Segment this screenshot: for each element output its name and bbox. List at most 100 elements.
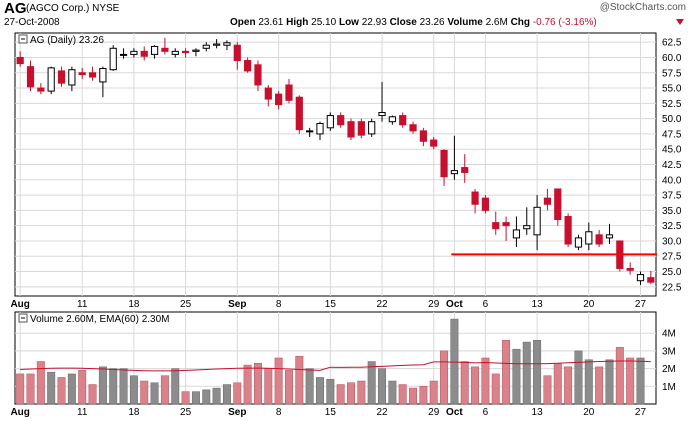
candlestick — [326, 112, 334, 131]
candle-body — [109, 47, 117, 71]
date-tick-label: 22 — [376, 299, 388, 310]
copyright-link[interactable]: @StockCharts.com — [599, 2, 686, 13]
candlestick — [16, 51, 24, 67]
volume-bar — [305, 368, 314, 405]
price-tick-label: 60.0 — [662, 53, 682, 64]
candle-body — [388, 116, 396, 123]
volume-bar — [347, 382, 355, 405]
candle-body — [202, 44, 210, 49]
candle-body — [99, 67, 107, 83]
candlestick — [574, 234, 583, 251]
price-tick-label: 27.5 — [662, 252, 682, 263]
volume-bar — [285, 370, 293, 405]
volume-bar — [605, 359, 614, 405]
price-tick-label: 45.0 — [662, 145, 682, 156]
volume-bar — [316, 377, 324, 405]
candle-body — [192, 49, 200, 52]
candle-body — [326, 115, 334, 129]
date-tick-label: 27 — [635, 407, 647, 418]
candle-body — [419, 130, 427, 142]
date-tick-label: 20 — [583, 407, 595, 418]
candlestick — [119, 48, 128, 59]
volume-bar — [471, 366, 480, 405]
candlestick — [337, 112, 345, 128]
candle-body — [264, 87, 272, 100]
candlestick — [181, 48, 190, 58]
candle-body — [171, 50, 179, 55]
volume-bar — [129, 375, 138, 405]
volume-bar — [222, 384, 231, 405]
candlestick — [306, 127, 314, 137]
volume-bar — [36, 361, 45, 405]
candlestick — [430, 136, 438, 150]
candlestick — [37, 83, 45, 95]
candlestick — [605, 223, 614, 245]
candlestick — [399, 112, 407, 128]
date-tick-label: 25 — [180, 299, 192, 310]
candle-body — [88, 72, 97, 78]
price-tick-label: 52.5 — [662, 99, 682, 110]
candle-body — [140, 50, 148, 57]
date-tick-label: Aug — [10, 299, 29, 310]
candle-body — [254, 64, 262, 86]
candlestick — [68, 66, 76, 92]
candle-body — [450, 170, 458, 175]
volume-bar — [636, 357, 645, 405]
low-value: 22.93 — [361, 17, 387, 28]
candle-body — [295, 96, 303, 131]
open-label: Open — [230, 17, 256, 28]
volume-bar — [109, 368, 118, 405]
volume-bar — [67, 373, 76, 405]
candle-body — [161, 47, 169, 52]
candlestick — [88, 66, 97, 81]
candlestick — [171, 48, 179, 58]
volume-bar — [171, 368, 180, 405]
candle-body — [574, 237, 583, 248]
volume-bar — [419, 386, 428, 405]
volume-bar — [595, 366, 604, 405]
price-tick-label: 22.5 — [662, 282, 682, 293]
volume-bar — [543, 375, 552, 405]
candlestick — [264, 84, 272, 107]
candlestick — [223, 40, 231, 51]
chart-header: AG (AGCO Corp.) NYSE 27-Oct-2008 @StockC… — [0, 0, 700, 32]
candlestick — [47, 66, 55, 95]
candlestick — [150, 45, 159, 59]
candlestick — [285, 78, 293, 104]
candlestick — [523, 207, 531, 235]
candle-body — [68, 69, 76, 86]
volume-bar — [264, 368, 273, 405]
volume-bar — [336, 384, 345, 405]
date-tick-label: 8 — [276, 407, 282, 418]
date-tick-label: 8 — [276, 299, 282, 310]
candle-body — [512, 229, 521, 239]
price-tick-label: 32.5 — [662, 221, 682, 232]
volume-bar — [440, 350, 449, 405]
date-tick-label: Oct — [446, 407, 463, 418]
candle-body — [337, 115, 345, 126]
candlestick — [492, 211, 500, 235]
price-tick-label: 62.5 — [662, 38, 682, 49]
candlestick — [388, 115, 396, 125]
candle-body — [430, 139, 438, 147]
candlestick — [140, 46, 148, 61]
volume-label: Volume — [447, 17, 483, 28]
volume-bar — [326, 378, 335, 405]
candlestick — [357, 118, 365, 139]
volume-tick-label: 2M — [662, 364, 676, 375]
candle-body — [554, 188, 562, 221]
down-arrow-icon — [676, 19, 684, 25]
candle-body — [244, 60, 252, 72]
date-tick-label: 18 — [128, 299, 140, 310]
date-tick-label: 18 — [128, 407, 140, 418]
date-tick-label: 27 — [635, 299, 647, 310]
volume-bar — [429, 380, 438, 405]
candlestick — [450, 135, 458, 180]
candle-body — [130, 50, 138, 55]
chg-value: -0.76 (-3.16%) — [532, 17, 597, 28]
candle-body — [647, 277, 655, 283]
candlestick — [636, 271, 645, 285]
candle-body — [119, 53, 128, 56]
volume-bar — [533, 340, 542, 405]
